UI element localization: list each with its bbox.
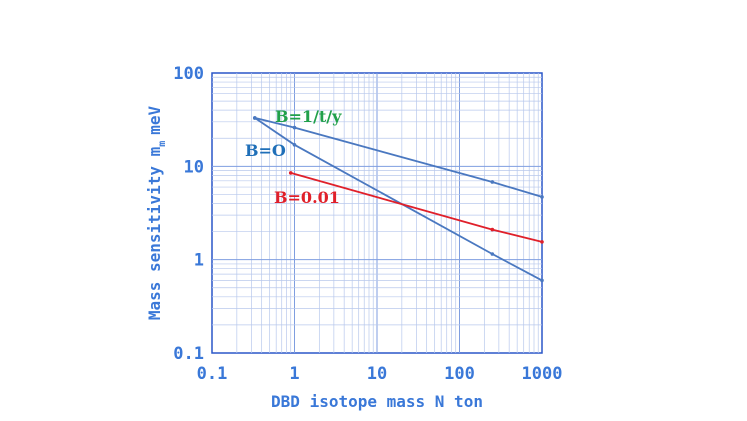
y-axis-label-main: Mass sensitivity m (145, 146, 164, 320)
data-point (540, 278, 544, 283)
y-axis-label-subscript: m (157, 141, 168, 147)
series-line (254, 117, 543, 282)
series-line (254, 117, 543, 198)
y-axis-label-group: Mass sensitivity mm meV (145, 105, 168, 320)
data-point (540, 240, 544, 244)
x-tick-label: 1000 (522, 364, 563, 384)
x-tick-label: 1 (289, 364, 299, 384)
y-axis-label: Mass sensitivity mm meV (145, 105, 168, 320)
data-point (288, 171, 293, 175)
x-axis-label: DBD isotope mass N ton (271, 392, 483, 411)
data-point (292, 125, 297, 130)
series-layer (252, 116, 544, 283)
data-point (490, 180, 495, 184)
data-point (490, 227, 495, 232)
x-tick-label: 100 (444, 364, 475, 384)
grid (212, 73, 542, 353)
y-tick-label: 100 (173, 64, 204, 84)
tick-labels: 0.1 1 10 100 1000 0.1 1 10 100 (173, 64, 562, 384)
data-point (490, 252, 495, 256)
x-tick-label: 10 (367, 364, 387, 384)
series-label: B=O (245, 141, 286, 160)
y-tick-label: 0.1 (173, 344, 204, 364)
data-point (540, 195, 544, 199)
y-tick-label: 1 (194, 251, 204, 271)
series-labels: B=1/t/y B=O B=0.01 (245, 107, 342, 207)
data-point (252, 116, 257, 120)
y-axis-label-unit: meV (145, 105, 164, 134)
series-label: B=1/t/y (275, 107, 342, 126)
y-tick-label: 10 (184, 157, 204, 177)
x-tick-label: 0.1 (197, 364, 228, 384)
series-label: B=0.01 (274, 188, 340, 207)
data-point (292, 143, 297, 147)
